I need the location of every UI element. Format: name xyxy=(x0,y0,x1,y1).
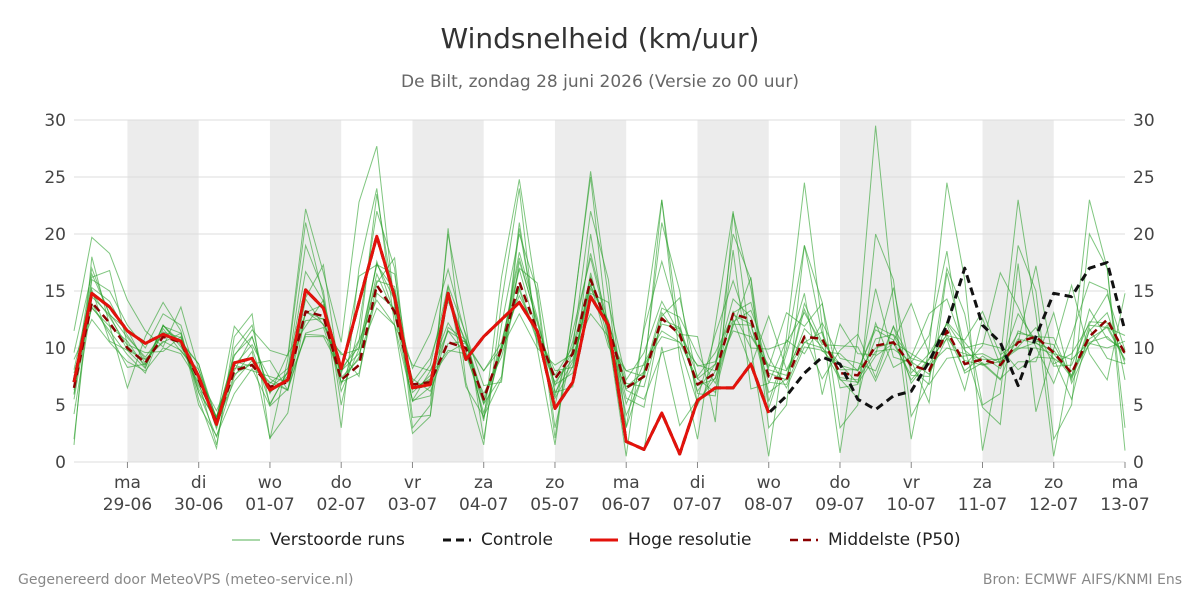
y-tick-label-right: 25 xyxy=(1133,168,1155,188)
x-tick-day: wo xyxy=(258,473,282,493)
x-tick-date: 03-07 xyxy=(388,495,437,515)
x-tick-day: ma xyxy=(1112,473,1139,493)
legend-members-label: Verstoorde runs xyxy=(270,530,405,550)
legend-control-label: Controle xyxy=(481,530,553,550)
y-tick-label-left: 30 xyxy=(44,111,66,131)
ensemble-member-line xyxy=(73,222,1126,440)
legend-hires: Hoge resolutie xyxy=(590,530,752,550)
y-tick-label-left: 10 xyxy=(44,339,66,359)
legend-members-swatch xyxy=(232,539,260,541)
legend-p50-label: Middelste (P50) xyxy=(828,530,961,550)
x-tick-date: 10-07 xyxy=(887,495,936,515)
chart-title: Windsnelheid (km/uur) xyxy=(440,22,760,55)
x-tick-date: 08-07 xyxy=(744,495,793,515)
x-tick-date: 06-07 xyxy=(602,495,651,515)
x-tick-day: do xyxy=(829,473,850,493)
legend-members: Verstoorde runs xyxy=(232,530,405,550)
x-tick-date: 29-06 xyxy=(103,495,152,515)
x-tick-date: 12-07 xyxy=(1029,495,1078,515)
y-tick-label-right: 15 xyxy=(1133,282,1155,302)
y-tick-label-right: 10 xyxy=(1133,339,1155,359)
y-tick-label-right: 30 xyxy=(1133,111,1155,131)
ensemble-member-line xyxy=(73,146,1126,451)
x-tick-day: wo xyxy=(757,473,781,493)
legend-control: Controle xyxy=(443,530,553,550)
y-tick-label-right: 5 xyxy=(1133,396,1144,416)
p50-line xyxy=(72,278,1127,424)
y-tick-label-right: 0 xyxy=(1133,453,1144,473)
x-tick-day: di xyxy=(690,473,706,493)
main-series xyxy=(72,234,1127,456)
ensemble-member-line xyxy=(73,307,1126,418)
hires-line xyxy=(72,234,771,456)
ensemble-member-line xyxy=(73,252,1126,419)
y-tick-label-left: 0 xyxy=(55,453,66,473)
x-tick-day: vr xyxy=(404,473,421,493)
legend-hires-swatch xyxy=(590,538,618,542)
ensemble-member-line xyxy=(73,125,1126,457)
y-tick-label-left: 15 xyxy=(44,282,66,302)
x-tick-day: zo xyxy=(545,473,564,493)
control-line xyxy=(72,234,1127,456)
legend-control-swatch xyxy=(443,538,471,542)
legend-hires-label: Hoge resolutie xyxy=(628,530,752,550)
x-tick-date: 07-07 xyxy=(673,495,722,515)
x-tick-day: zo xyxy=(1044,473,1063,493)
legend-p50: Middelste (P50) xyxy=(790,530,961,550)
legend-p50-swatch xyxy=(790,538,818,542)
x-tick-date: 05-07 xyxy=(530,495,579,515)
legend: Verstoorde runs Controle Hoge resolutie … xyxy=(0,530,1200,554)
x-tick-day: di xyxy=(191,473,207,493)
x-tick-day: za xyxy=(973,473,992,493)
y-tick-label-left: 25 xyxy=(44,168,66,188)
footer-credit: Gegenereerd door MeteoVPS (meteo-service… xyxy=(18,572,354,588)
y-tick-label-left: 20 xyxy=(44,225,66,245)
x-tick-date: 01-07 xyxy=(245,495,294,515)
x-tick-date: 02-07 xyxy=(317,495,366,515)
x-tick-date: 11-07 xyxy=(958,495,1007,515)
y-tick-label-right: 20 xyxy=(1133,225,1155,245)
x-tick-date: 09-07 xyxy=(815,495,864,515)
ensemble-member-line xyxy=(73,233,1126,425)
x-tick-day: ma xyxy=(114,473,141,493)
ensemble-member-line xyxy=(73,199,1126,423)
x-tick-date: 04-07 xyxy=(459,495,508,515)
x-tick-date: 30-06 xyxy=(174,495,223,515)
chart-subtitle: De Bilt, zondag 28 juni 2026 (Versie zo … xyxy=(401,72,799,92)
ensemble-member-line xyxy=(73,211,1126,446)
x-tick-day: vr xyxy=(903,473,920,493)
y-tick-label-left: 5 xyxy=(55,396,66,416)
footer-source: Bron: ECMWF AIFS/KNMI Ens xyxy=(982,572,1182,588)
x-tick-day: ma xyxy=(613,473,640,493)
x-tick-day: za xyxy=(474,473,493,493)
x-tick-day: do xyxy=(331,473,352,493)
x-tick-date: 13-07 xyxy=(1100,495,1149,515)
